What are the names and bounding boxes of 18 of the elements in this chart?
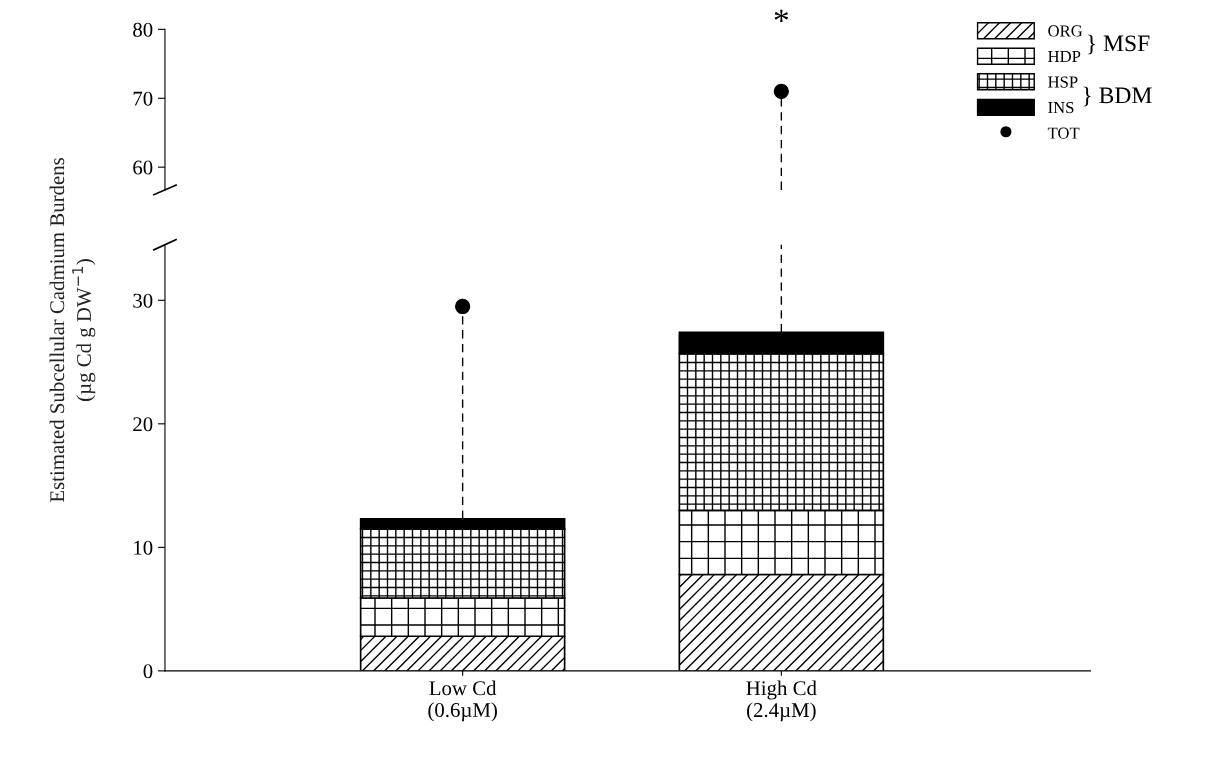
y-tick-label: 0 [143, 664, 153, 679]
x-tick-label: High Cd (2.4µM) [746, 680, 817, 722]
annotation: * [774, 9, 789, 22]
text: } MSF [1087, 34, 1150, 55]
y-tick-label: 80 [133, 22, 153, 37]
legend-label: ORG [1048, 25, 1083, 37]
legend-label: HSP [1048, 76, 1078, 88]
y-tick-label: 60 [133, 160, 153, 175]
legend-label: HDP [1048, 51, 1081, 62]
y-axis-title: Estimated Subcellular Cadmium Burdens (µg Cd g DW$^{−1}$) [49, 157, 96, 503]
y-tick-label: 20 [133, 417, 153, 432]
legend-label: TOT [1047, 127, 1080, 139]
text: } BDM [1083, 86, 1152, 107]
y-tick-label: 70 [133, 91, 153, 106]
x-tick-label: Low Cd (0.6µM) [428, 680, 497, 722]
y-tick-label: 10 [134, 540, 153, 555]
y-tick-label: 30 [133, 293, 153, 308]
legend-label: INS [1048, 102, 1074, 114]
